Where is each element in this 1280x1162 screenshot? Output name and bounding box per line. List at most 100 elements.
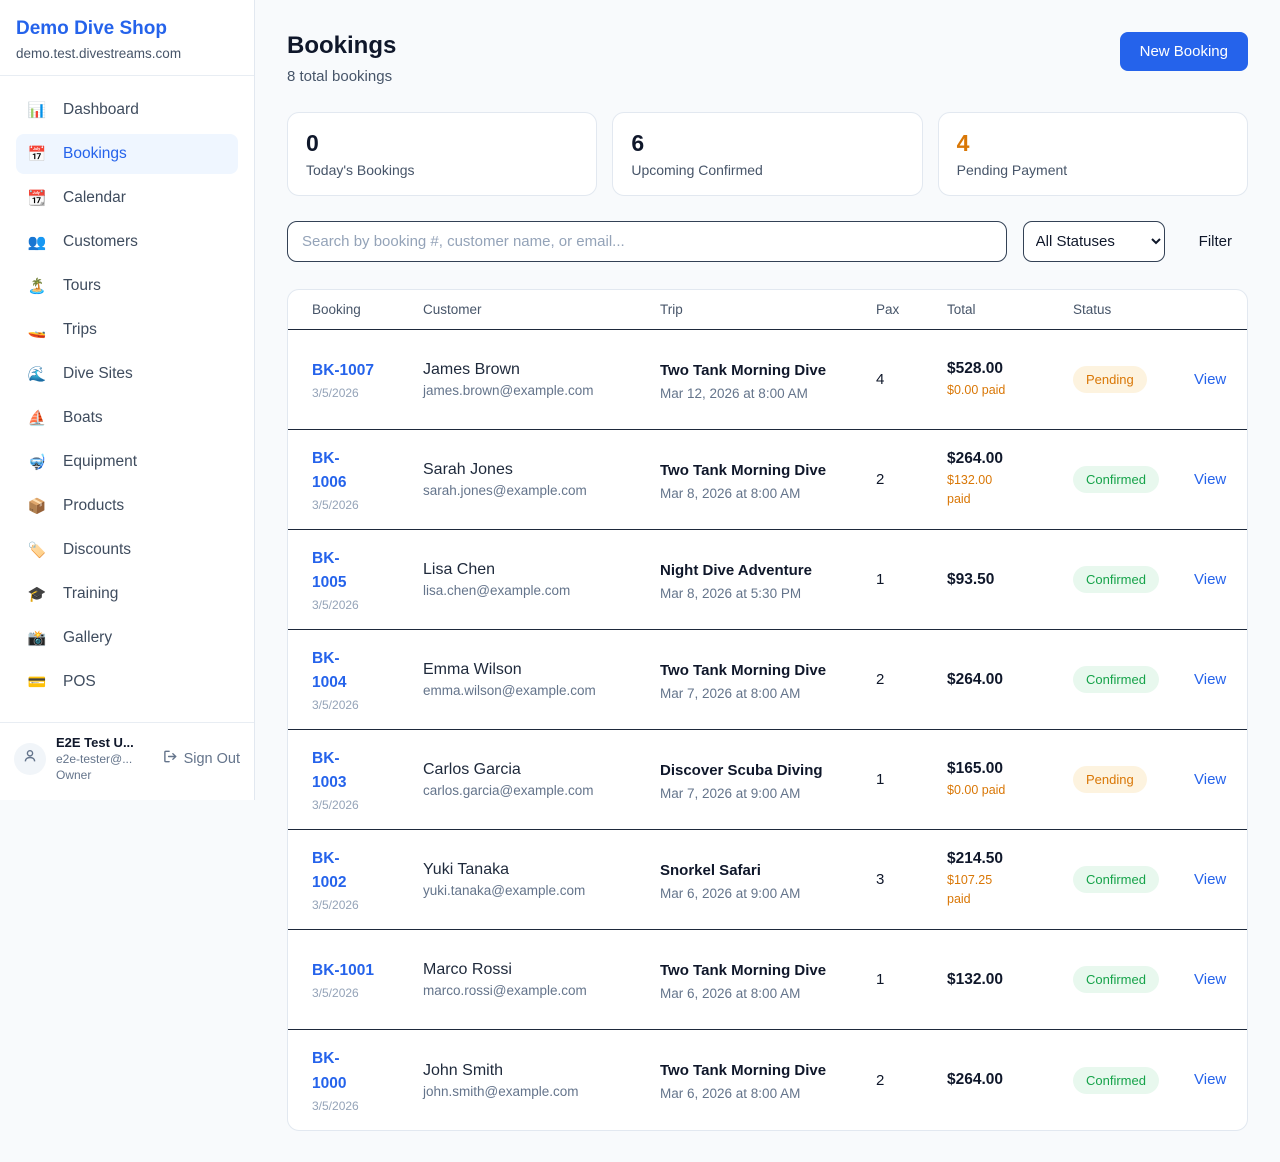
trip-datetime: Mar 8, 2026 at 5:30 PM [660, 585, 802, 601]
view-link[interactable]: View [1194, 970, 1227, 988]
filter-row: All Statuses Filter [287, 221, 1248, 262]
booking-id-link[interactable]: BK- 1006 [312, 449, 347, 491]
search-input[interactable] [287, 221, 1007, 262]
sidebar-item-boats[interactable]: ⛵ Boats [27, 409, 103, 427]
booking-id-link[interactable]: BK- 1005 [312, 549, 347, 591]
total-amount: $264.00 [947, 450, 1004, 468]
trip-datetime: Mar 7, 2026 at 9:00 AM [660, 785, 801, 801]
user-footer: E2E Test U... e2e-tester@... Owner Sign … [0, 722, 254, 800]
customer-email: john.smith@example.com [423, 1083, 579, 1099]
view-link[interactable]: View [1194, 670, 1227, 688]
status-badge: Confirmed [1073, 966, 1159, 993]
table-row: BK-1001 3/5/2026 Marco Rossi marco.rossi… [288, 930, 1247, 1030]
trip-name: Snorkel Safari [660, 861, 761, 879]
view-link[interactable]: View [1194, 370, 1227, 388]
booking-id-link[interactable]: BK- 1003 [312, 749, 347, 791]
column-header-pax: Pax [876, 302, 900, 317]
trip-datetime: Mar 6, 2026 at 8:00 AM [660, 1086, 801, 1101]
trip-name: Two Tank Morning Dive [660, 1062, 827, 1079]
page-header: Bookings 8 total bookings New Booking [287, 32, 1248, 85]
total-amount: $528.00 [947, 359, 1004, 377]
filter-button[interactable]: Filter [1198, 233, 1232, 250]
booking-id-link[interactable]: BK-1007 [312, 361, 375, 379]
trip-datetime: Mar 6, 2026 at 8:00 AM [660, 985, 801, 1001]
status-filter-select[interactable]: All Statuses [1022, 221, 1165, 262]
view-link[interactable]: View [1194, 770, 1227, 788]
sidebar-item-bookings[interactable]: 📅 Bookings [16, 134, 238, 174]
total-amount: $165.00 [947, 759, 1004, 777]
trip-datetime: Mar 12, 2026 at 8:00 AM [660, 385, 808, 401]
stat-label: Pending Payment [956, 162, 1068, 178]
stat-label: Today's Bookings [306, 162, 415, 178]
customer-email: yuki.tanaka@example.com [423, 883, 586, 898]
stats-cards: 0 Today's Bookings 6 Upcoming Confirmed … [287, 112, 1248, 196]
status-badge: Confirmed [1073, 866, 1159, 893]
stat-value: 4 [956, 130, 970, 156]
amount-paid: $0.00 paid [947, 782, 1006, 797]
view-link[interactable]: View [1194, 1071, 1227, 1088]
stat-card-upcoming-confirmed: 6 Upcoming Confirmed [612, 112, 923, 196]
sign-out-icon [163, 749, 178, 768]
booking-date: 3/5/2026 [312, 386, 359, 400]
sidebar-item-training[interactable]: 🎓 Training [27, 585, 119, 603]
table-body: BK-1007 3/5/2026 James Brown james.brown… [288, 330, 1247, 1130]
customer-email: carlos.garcia@example.com [423, 783, 594, 798]
customer-name: Carlos Garcia [423, 761, 521, 778]
sidebar-item-products[interactable]: 📦 Products [27, 497, 125, 515]
sidebar-item-dashboard[interactable]: 📊 Dashboard [27, 101, 139, 119]
customer-name: John Smith [423, 1061, 504, 1079]
column-header-total: Total [947, 302, 976, 317]
amount-paid: $0.00 paid [947, 382, 1006, 397]
view-link[interactable]: View [1194, 870, 1227, 888]
pax-count: 1 [876, 971, 885, 988]
sidebar-item-tours[interactable]: 🏝️ Tours [27, 277, 101, 295]
pax-count: 2 [876, 671, 885, 688]
sidebar-item-trips[interactable]: 🚤 Trips [27, 321, 97, 339]
sidebar-item-gallery[interactable]: 📸 Gallery [27, 629, 113, 647]
booking-id-link[interactable]: BK- 1000 [312, 1050, 347, 1092]
booking-id-link[interactable]: BK-1001 [312, 961, 375, 979]
amount-paid: $107.25 paid [947, 873, 993, 906]
customer-email: lisa.chen@example.com [423, 583, 571, 598]
customer-email: marco.rossi@example.com [423, 983, 587, 998]
view-link[interactable]: View [1194, 570, 1227, 588]
table-row: BK- 1004 3/5/2026 Emma Wilson emma.wilso… [288, 630, 1247, 730]
view-link[interactable]: View [1194, 470, 1227, 488]
status-badge: Confirmed [1073, 666, 1159, 693]
sidebar-item-customers[interactable]: 👥 Customers [27, 233, 138, 251]
customer-email: emma.wilson@example.com [423, 683, 596, 698]
table-row: BK- 1005 3/5/2026 Lisa Chen lisa.chen@ex… [288, 530, 1247, 630]
booking-id-link[interactable]: BK- 1002 [312, 849, 347, 891]
sidebar: Demo Dive Shop demo.test.divestreams.com… [0, 0, 255, 800]
trip-name: Two Tank Morning Dive [660, 461, 827, 479]
stat-card-pending-payment: 4 Pending Payment [937, 112, 1248, 196]
total-amount: $214.50 [947, 850, 1004, 868]
sidebar-item-discounts[interactable]: 🏷️ Discounts [27, 541, 132, 559]
sidebar-item-pos[interactable]: 💳 POS [27, 673, 96, 691]
booking-date: 3/5/2026 [312, 498, 359, 513]
column-header-booking: Booking [312, 302, 361, 317]
table-row: BK- 1000 3/5/2026 John Smith john.smith@… [288, 1030, 1247, 1130]
sidebar-item-dive-sites[interactable]: 🌊 Dive Sites [27, 365, 133, 383]
customer-name: Yuki Tanaka [423, 861, 509, 878]
customer-name: Emma Wilson [423, 661, 522, 678]
pax-count: 3 [876, 871, 885, 888]
user-info: E2E Test U... e2e-tester@... Owner [56, 735, 153, 782]
booking-date: 3/5/2026 [312, 698, 359, 713]
column-header-trip: Trip [660, 302, 683, 317]
total-amount: $93.50 [947, 570, 995, 588]
customer-name: James Brown [423, 361, 520, 378]
table-row: BK-1007 3/5/2026 James Brown james.brown… [288, 330, 1247, 430]
sign-out-button[interactable]: Sign Out [163, 749, 240, 768]
new-booking-button[interactable]: New Booking [1119, 32, 1248, 71]
trip-name: Two Tank Morning Dive [660, 361, 827, 379]
status-badge: Confirmed [1073, 466, 1159, 493]
pax-count: 1 [876, 771, 885, 788]
shop-domain: demo.test.divestreams.com [16, 46, 182, 61]
trip-name: Night Dive Adventure [660, 561, 812, 579]
sidebar-item-calendar[interactable]: 📆 Calendar [27, 189, 126, 207]
user-email: e2e-tester@... [56, 752, 133, 766]
sidebar-item-equipment[interactable]: 🤿 Equipment [27, 453, 138, 471]
booking-id-link[interactable]: BK- 1004 [312, 649, 347, 691]
status-badge: Confirmed [1073, 566, 1159, 593]
